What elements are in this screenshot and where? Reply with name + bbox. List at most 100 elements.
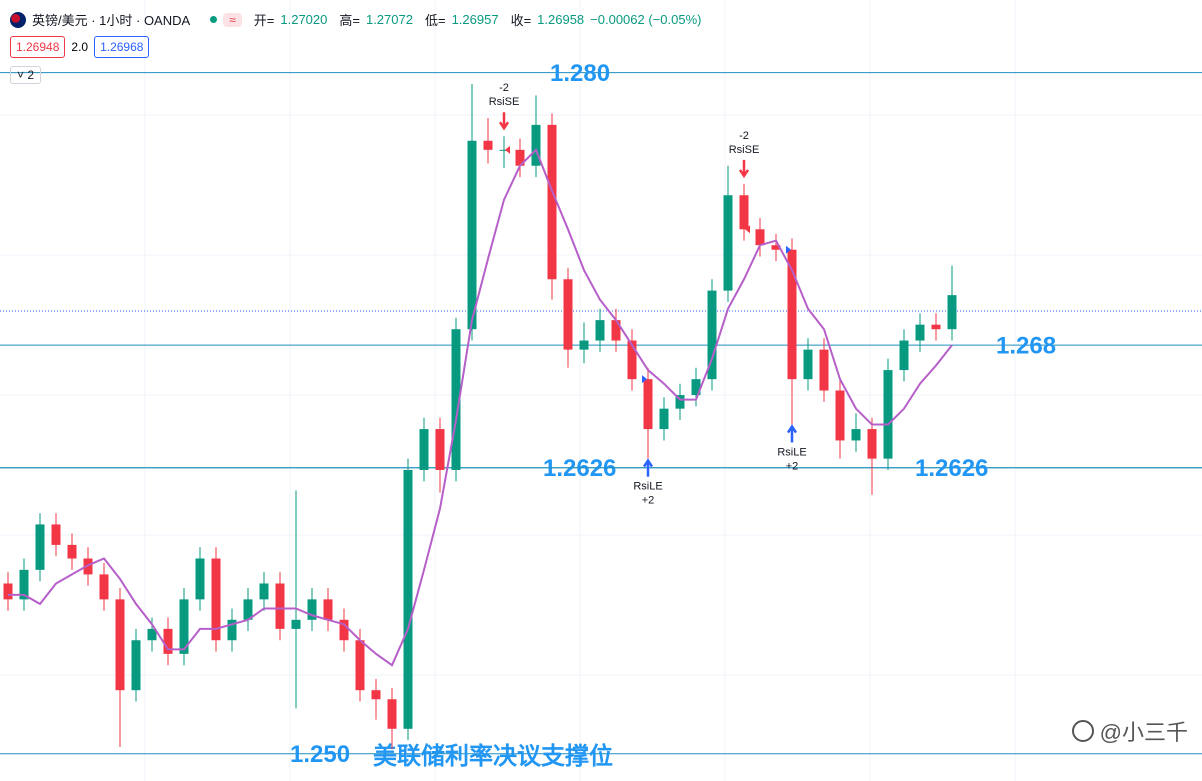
indicator-toggle[interactable]: ˅ 2 [10, 66, 42, 84]
candle-body [947, 295, 957, 330]
candle-body [115, 599, 125, 691]
candle-body [611, 320, 621, 341]
candle-body [51, 524, 61, 545]
support-note: 美联储利率决议支撑位 [373, 742, 613, 770]
candle-body [739, 195, 749, 230]
candle-body [323, 599, 333, 620]
candle-body [147, 628, 157, 641]
candle-body [339, 619, 349, 641]
signal-arrow [738, 159, 750, 179]
level-label: 1.268 [996, 332, 1056, 359]
signal-marker [786, 245, 791, 254]
candle-body [227, 619, 237, 641]
candle-body [547, 124, 557, 280]
candle-body [787, 249, 797, 380]
signal-name: RsiLE [633, 481, 662, 493]
candle-body [3, 583, 13, 600]
candle-body [259, 583, 269, 600]
symbol-flag [10, 11, 26, 28]
signal-qty: -2 [499, 82, 509, 94]
signal-name: RsiLE [777, 446, 806, 458]
ohlc-key: 低= [424, 13, 446, 28]
candle-body [595, 320, 605, 341]
moving-average [8, 148, 953, 667]
sell-button[interactable]: 1.26948 [10, 36, 66, 58]
level-label: 1.2626 [915, 455, 988, 482]
candle-body [579, 340, 589, 350]
watermark: @小三千 [1071, 715, 1188, 747]
candle-body [467, 140, 477, 330]
candle-body [675, 395, 685, 409]
level-label: 1.280 [550, 60, 610, 87]
candle-body [515, 149, 525, 166]
candle-body [403, 469, 413, 729]
signal-name: RsiSE [489, 96, 520, 108]
legend-header: 英镑/美元 · 1小时 · OANDA ≈ 开= 1.27020 高= 1.2707… [10, 10, 701, 29]
status-dot [210, 16, 218, 23]
signal-qty: +2 [642, 495, 655, 507]
level-label: 1.250 [290, 741, 350, 768]
candle-body [883, 370, 893, 459]
candle-body [627, 340, 637, 380]
symbol[interactable]: 英镑/美元 · 1小时 · OANDA [32, 13, 191, 28]
signal-arrow [642, 458, 654, 477]
candle-body [131, 640, 141, 691]
watermark-text: @小三千 [1099, 720, 1188, 745]
buy-button[interactable]: 1.26968 [94, 36, 150, 58]
ohlc-key: 收= [510, 13, 532, 28]
candle-body [67, 544, 77, 559]
candle-body [179, 599, 189, 654]
badge[interactable]: ≈ [223, 12, 242, 27]
candle-body [531, 124, 541, 166]
spread: 2.0 [71, 40, 89, 54]
ohlc-value: 1.26957 [451, 12, 499, 27]
ohlc-value: 1.27020 [280, 12, 328, 27]
candle-body [723, 195, 733, 291]
ohlc-value: 1.26958 [537, 12, 585, 27]
candle-body [275, 583, 285, 629]
ohlc-value: 1.27072 [365, 12, 413, 27]
candle-body [931, 324, 941, 330]
candle-body [915, 324, 925, 341]
candle-body [371, 690, 381, 700]
candle-body [499, 149, 509, 151]
trade-row: 1.26948 2.0 1.26968 [10, 36, 150, 58]
signal-name: RsiSE [729, 144, 760, 156]
candle-body [307, 599, 317, 620]
watermark-logo [1071, 720, 1094, 742]
candle-body [387, 699, 397, 729]
candle-body [195, 558, 205, 600]
signal-marker [745, 225, 750, 234]
candle-body [851, 429, 861, 441]
candle-body [291, 619, 301, 629]
signal-marker [505, 145, 510, 154]
signal-qty: -2 [739, 130, 749, 142]
candle-body [691, 379, 701, 396]
candle-body [755, 229, 765, 246]
level-label: 1.2626 [543, 455, 616, 482]
candle-body [35, 524, 45, 570]
signal-arrow [498, 112, 510, 131]
candle-body [835, 390, 845, 441]
candle-body [819, 349, 829, 391]
candle-body [643, 379, 653, 430]
candle-body [563, 279, 573, 350]
candle-body [707, 290, 717, 380]
signal-marker [642, 375, 647, 384]
candle-body [99, 574, 109, 600]
candle-body [419, 429, 429, 470]
ohlc-key: 开= [253, 13, 275, 28]
candle-body [659, 408, 669, 430]
candle-body [899, 340, 909, 371]
ohlc-key: 高= [339, 13, 360, 28]
candle-body [803, 349, 813, 380]
candle-body [435, 429, 445, 470]
candle-body [771, 245, 781, 250]
candle-body [867, 429, 877, 459]
candle-body [451, 329, 461, 470]
candle-body [163, 628, 173, 654]
signal-qty: +2 [786, 460, 799, 472]
candle-body [243, 599, 253, 620]
